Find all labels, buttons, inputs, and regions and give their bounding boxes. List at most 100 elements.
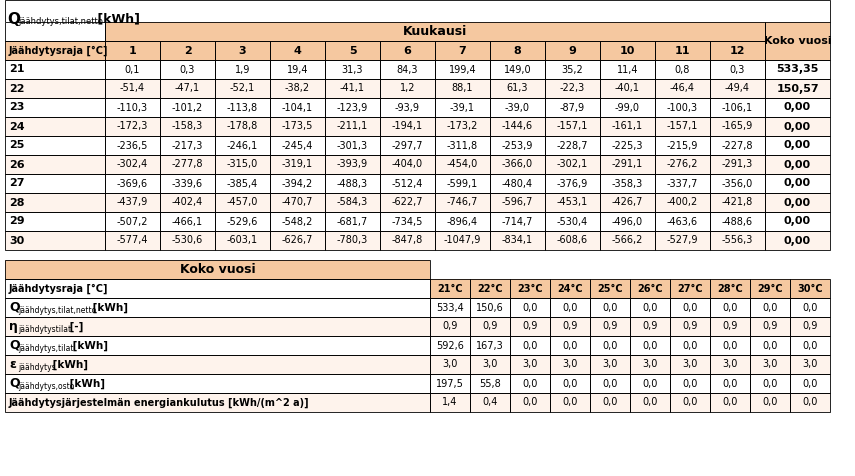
Text: 0,00: 0,00 [784,121,811,131]
Bar [655,98,710,117]
Bar [325,231,380,250]
Text: -40,1: -40,1 [615,83,640,93]
Bar [325,174,380,193]
Bar [765,193,830,212]
Bar [435,231,490,250]
Text: 55,8: 55,8 [479,378,501,388]
Bar [160,174,215,193]
Bar [325,98,380,117]
Bar [750,279,790,298]
Bar [5,279,430,298]
Bar [545,136,600,155]
Bar [5,355,430,374]
Bar [670,317,710,336]
Bar [550,393,590,412]
Bar [470,279,510,298]
Text: Kuukausi: Kuukausi [403,25,467,38]
Bar [710,79,765,98]
Text: 28: 28 [9,198,25,208]
Text: -311,8: -311,8 [447,140,478,150]
Bar [655,174,710,193]
Text: 0,9: 0,9 [642,321,657,331]
Bar [160,155,215,174]
Bar [380,136,435,155]
Text: -253,9: -253,9 [502,140,534,150]
Text: [kWh]: [kWh] [66,378,104,388]
Text: -228,7: -228,7 [557,140,588,150]
Bar [105,22,765,41]
Bar [510,393,550,412]
Bar [600,41,655,60]
Bar [160,41,215,60]
Text: -530,6: -530,6 [172,236,203,246]
Text: 0,0: 0,0 [602,303,617,313]
Bar [5,279,430,298]
Bar [435,136,490,155]
Text: 0,00: 0,00 [784,140,811,150]
Bar [5,60,105,79]
Text: 3,0: 3,0 [563,359,578,369]
Bar [765,174,830,193]
Text: 29°C: 29°C [758,284,783,294]
Bar [270,60,325,79]
Bar [790,336,830,355]
Bar [160,136,215,155]
Bar [435,98,490,117]
Bar [600,60,655,79]
Text: 30: 30 [9,236,24,246]
Bar [490,117,545,136]
Bar [600,155,655,174]
Bar [380,212,435,231]
Text: -172,3: -172,3 [117,121,148,131]
Text: 0,0: 0,0 [563,303,578,313]
Text: -144,6: -144,6 [502,121,533,131]
Bar [215,41,270,60]
Text: 0,0: 0,0 [722,378,738,388]
Bar [750,298,790,317]
Bar [490,136,545,155]
Text: -110,3: -110,3 [117,102,148,112]
Text: 199,4: 199,4 [449,65,476,75]
Bar [160,212,215,231]
Text: 0,0: 0,0 [722,397,738,407]
Text: 0,9: 0,9 [682,321,698,331]
Bar [550,374,590,393]
Text: 0,00: 0,00 [784,198,811,208]
Bar [790,336,830,355]
Bar [510,374,550,393]
Bar [765,212,830,231]
Text: -113,8: -113,8 [227,102,258,112]
Bar [470,298,510,317]
Bar [510,393,550,412]
Bar [5,22,105,41]
Bar [790,298,830,317]
Text: 1,9: 1,9 [235,65,251,75]
Bar [710,298,750,317]
Bar [325,117,380,136]
Text: -106,1: -106,1 [722,102,753,112]
Text: -225,3: -225,3 [611,140,643,150]
Bar [380,193,435,212]
Bar [215,136,270,155]
Bar [600,136,655,155]
Bar [5,22,105,41]
Bar [590,317,630,336]
Bar [435,98,490,117]
Bar [790,355,830,374]
Bar [630,355,670,374]
Bar [5,155,105,174]
Bar [590,374,630,393]
Bar [600,136,655,155]
Bar [550,279,590,298]
Bar [435,155,490,174]
Bar [160,174,215,193]
Text: -548,2: -548,2 [282,217,313,227]
Text: -173,5: -173,5 [282,121,313,131]
Text: 4: 4 [293,46,302,56]
Text: jäähdytys,tilat,netto: jäähdytys,tilat,netto [18,17,103,26]
Text: 3,0: 3,0 [682,359,698,369]
Text: η: η [9,320,18,333]
Bar [550,279,590,298]
Bar [670,336,710,355]
Bar [470,393,510,412]
